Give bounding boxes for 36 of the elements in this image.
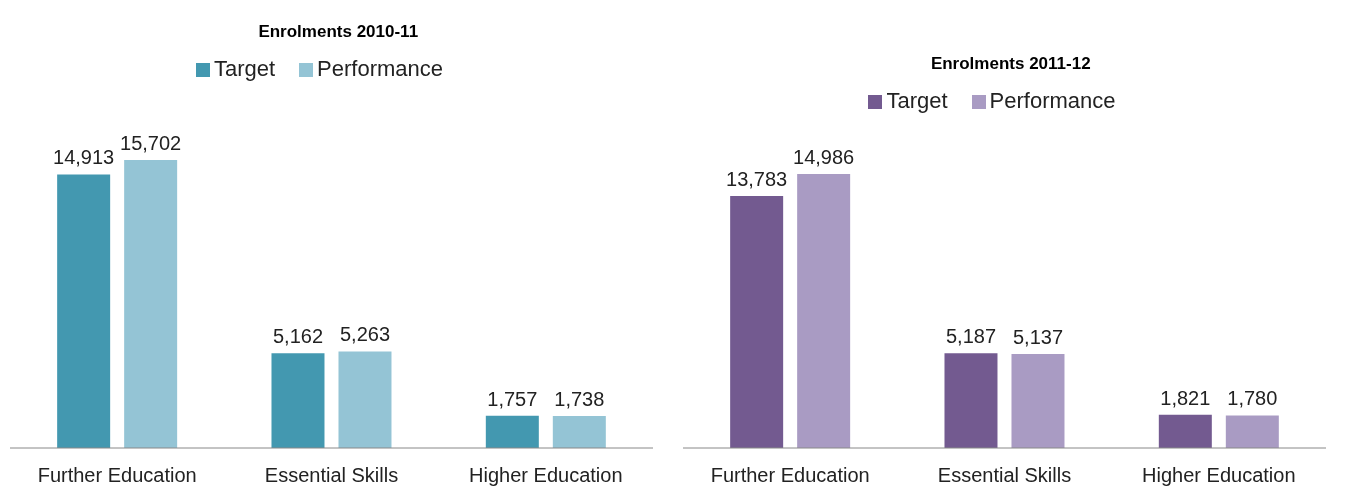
data-label: 5,187 bbox=[945, 325, 996, 348]
bar bbox=[271, 353, 325, 448]
data-label: 14,986 bbox=[792, 146, 854, 168]
bar bbox=[338, 351, 392, 448]
bar bbox=[485, 415, 539, 448]
x-tick-label: Essential Skills bbox=[264, 464, 399, 487]
bar bbox=[57, 174, 111, 448]
chart-title: Enrolments 2010-11 bbox=[257, 22, 420, 43]
bar bbox=[729, 196, 783, 448]
data-label: 1,738 bbox=[554, 388, 605, 411]
data-label: 5,263 bbox=[339, 323, 391, 346]
legend-label: Performance bbox=[989, 88, 1116, 113]
legend-label: Target bbox=[213, 56, 276, 81]
bar bbox=[124, 160, 178, 448]
bar bbox=[552, 416, 606, 448]
x-tick-label: Higher Education bbox=[1141, 464, 1296, 487]
bar bbox=[943, 353, 997, 448]
x-tick-label: Further Education bbox=[710, 464, 870, 487]
legend-label: Performance bbox=[317, 56, 444, 81]
data-label: 5,137 bbox=[1012, 326, 1063, 349]
bar bbox=[796, 174, 850, 448]
bar bbox=[1225, 415, 1279, 448]
bar bbox=[1158, 414, 1212, 448]
chart-title: Enrolments 2011-12 bbox=[929, 54, 1092, 75]
data-label: 13,783 bbox=[725, 168, 787, 190]
data-label: 1,757 bbox=[487, 387, 538, 410]
data-label: 15,702 bbox=[120, 132, 182, 154]
data-label: 14,913 bbox=[53, 146, 115, 169]
data-label: 5,162 bbox=[272, 325, 324, 348]
bar bbox=[1010, 354, 1064, 448]
x-tick-label: Further Education bbox=[37, 464, 197, 487]
legend-label: Target bbox=[886, 88, 948, 113]
data-label: 1,780 bbox=[1226, 387, 1277, 410]
x-tick-label: Higher Education bbox=[469, 464, 623, 487]
x-tick-label: Essential Skills bbox=[937, 464, 1071, 487]
data-label: 1,821 bbox=[1159, 386, 1210, 409]
